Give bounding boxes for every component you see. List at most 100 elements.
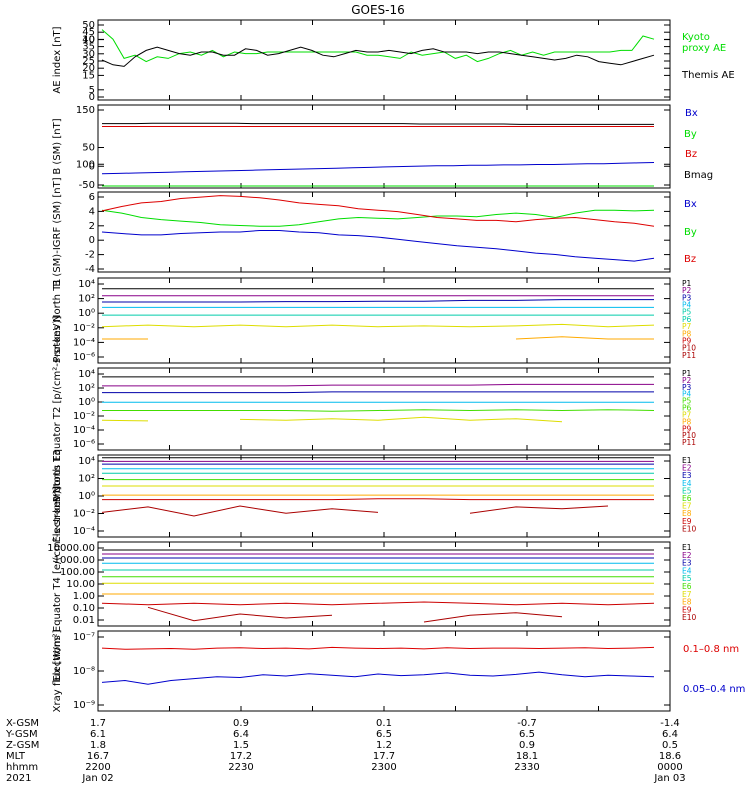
y-tick-label: 10⁴	[78, 369, 95, 380]
footer-value: 1.2	[376, 740, 392, 751]
footer-value: Jan 03	[653, 773, 685, 784]
panel-frame	[97, 541, 671, 627]
series-label: Bx	[684, 199, 697, 210]
channel-legend-p11: P11	[682, 438, 696, 447]
y-tick-label: 10⁻²	[73, 509, 95, 520]
footer-value: 18.1	[516, 751, 538, 762]
y-axis-label: AE index [nT]	[52, 26, 63, 93]
channel-legend-p1: P1	[682, 369, 692, 378]
channel-legend-e6: E6	[682, 494, 692, 503]
series-line-0-1-0-8-nm	[101, 646, 655, 650]
channel-legend-e1: E1	[682, 543, 692, 552]
series-line-p8	[102, 336, 654, 340]
channel-legend-p6: P6	[682, 404, 692, 413]
y-tick-label: 50	[82, 143, 95, 154]
channel-legend-p6: P6	[682, 315, 692, 324]
footer-value: 17.7	[373, 751, 395, 762]
y-tick-label: 30	[82, 49, 95, 60]
panel-2: -50 0 50 100 150 B (SM) [nT]	[52, 104, 671, 191]
channel-legend-p5: P5	[682, 308, 692, 317]
series-line-e9	[101, 601, 655, 606]
channel-legend-e10: E10	[682, 613, 697, 622]
y-tick-label: 0.01	[73, 615, 95, 626]
series-line-bmag	[102, 122, 654, 125]
footer-value: 1.5	[233, 740, 249, 751]
panel-5: 10⁴ 10² 10⁰ 10⁻² 10⁻⁴ 10⁻⁶ Protons Equator T2 …	[52, 316, 696, 503]
channel-legend-p2: P2	[682, 376, 692, 385]
series-line-e10	[101, 505, 609, 517]
plot-title: GOES-16	[351, 3, 405, 17]
y-tick-label: 10⁰	[78, 491, 95, 502]
channel-legend-e4: E4	[682, 566, 692, 575]
footer-row-label: Z-GSM	[6, 740, 39, 751]
channel-legend-e5: E5	[682, 574, 692, 583]
footer-value: 6.4	[662, 729, 678, 740]
footer-value: 18.6	[659, 751, 681, 762]
y-tick-label: -2	[85, 250, 95, 261]
channel-legend-e3: E3	[682, 471, 692, 480]
y-axis-label: B (SM)-IGRF (SM) [nT]	[52, 177, 63, 286]
y-axis-label: Protons Equator T2 [p/(cm²-s-sr-keV)]	[52, 316, 63, 503]
footer-value: 6.4	[233, 729, 249, 740]
series-line-kyoto-proxy-ae	[101, 29, 655, 63]
series-label: Bmag	[684, 170, 713, 181]
footer-value: 1.7	[90, 718, 106, 729]
series-line-p3	[102, 391, 654, 394]
footer-value: 0.5	[662, 740, 678, 751]
channel-legend-e3: E3	[682, 559, 692, 568]
y-axis-label: B (SM) [nT]	[52, 118, 63, 174]
series-line-e9	[102, 498, 654, 501]
y-tick-label: 15	[82, 70, 95, 81]
series-line-e10	[147, 606, 563, 623]
y-tick-label: -4	[85, 264, 95, 275]
series-line-p7	[102, 417, 654, 422]
channel-legend-p11: P11	[682, 351, 696, 360]
y-tick-label: 150	[76, 105, 95, 116]
y-tick-label: 10⁻²	[73, 323, 95, 334]
y-tick-label: 10⁰	[78, 397, 95, 408]
panel-3: -4 -2 0 2 4 6 B (SM)-IGRF (SM) [nT]	[52, 177, 671, 287]
footer-value: Jan 02	[81, 773, 113, 784]
footer-value: -1.4	[660, 718, 680, 729]
y-tick-label: 25	[82, 56, 95, 67]
y-tick-label: 10⁻⁴	[73, 425, 95, 436]
channel-legend-e1: E1	[682, 456, 692, 465]
y-tick-label: 10⁻⁴	[73, 526, 95, 537]
footer-value: 2200	[85, 762, 110, 773]
y-tick-label: 6	[89, 192, 95, 203]
series-label: Bx	[685, 108, 698, 119]
y-tick-label: 10⁻⁹	[73, 700, 95, 711]
y-tick-label: 0	[89, 235, 95, 246]
series-line-0-05-0-4-nm	[101, 671, 655, 685]
channel-legend-p4: P4	[682, 390, 692, 399]
channel-legend-e10: E10	[682, 524, 697, 533]
channel-legend-p9: P9	[682, 424, 692, 433]
y-axis-label: Electrons North T3	[52, 449, 63, 542]
series-line-p2	[102, 383, 654, 387]
series-label: proxy AE	[682, 43, 726, 54]
footer-value: 0.9	[233, 718, 249, 729]
footer-row-label: MLT	[6, 751, 26, 762]
channel-legend-e4: E4	[682, 479, 692, 488]
series-label: Bz	[685, 149, 697, 160]
footer-value: 2330	[514, 762, 539, 773]
series-line-bz	[101, 195, 655, 227]
y-tick-label: 10	[82, 35, 95, 46]
footer-value: 6.5	[376, 729, 392, 740]
channel-legend-e6: E6	[682, 582, 692, 591]
channel-legend-e2: E2	[682, 551, 692, 560]
footer-value: 0.1	[376, 718, 392, 729]
channel-legend-p7: P7	[682, 410, 692, 419]
series-label: Bz	[684, 254, 696, 265]
channel-legend-e5: E5	[682, 486, 692, 495]
y-tick-label: 10⁰	[78, 308, 95, 319]
y-tick-label: 10⁻⁴	[73, 337, 95, 348]
y-tick-label: 1.00	[73, 591, 95, 602]
footer-value: 0.9	[519, 740, 535, 751]
y-tick-label: 10²	[78, 383, 95, 394]
